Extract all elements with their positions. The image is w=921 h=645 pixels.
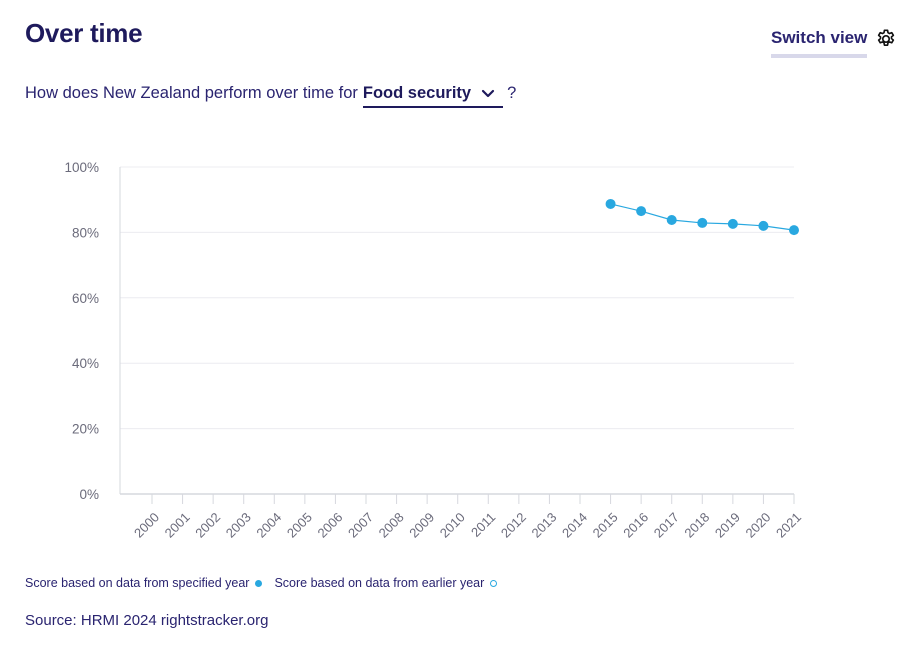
data-point[interactable]	[636, 206, 647, 217]
metric-dropdown-value: Food security	[362, 84, 472, 102]
x-tick-label: 2002	[192, 510, 223, 541]
data-point[interactable]	[605, 198, 616, 209]
question-suffix: ?	[507, 84, 517, 102]
data-point[interactable]	[789, 225, 799, 236]
x-tick-label: 2000	[131, 510, 162, 541]
data-point[interactable]	[727, 218, 738, 229]
data-point[interactable]	[697, 217, 708, 228]
data-point[interactable]	[758, 220, 769, 231]
gear-icon	[878, 29, 895, 46]
x-tick-label: 2019	[712, 510, 743, 541]
x-tick-label: 2012	[498, 510, 529, 541]
legend-marker-filled	[255, 579, 263, 587]
x-axis-ticks: 2000 2001 2002 2003 2004 2005 2006 2007 2008 2009…	[131, 494, 804, 541]
y-tick-label: 40%	[72, 356, 99, 371]
x-tick-label: 2014	[559, 510, 590, 541]
x-tick-label: 2007	[345, 510, 376, 541]
x-tick-label: 2009	[406, 510, 437, 541]
x-tick-label: 2001	[162, 510, 193, 541]
x-tick-label: 2011	[468, 510, 498, 540]
data-point[interactable]	[666, 214, 677, 225]
x-tick-label: 2016	[620, 510, 651, 541]
y-tick-label: 60%	[72, 291, 99, 306]
x-tick-label: 2021	[773, 510, 804, 541]
y-tick-label: 20%	[72, 422, 99, 437]
x-tick-label: 2018	[681, 510, 712, 541]
y-tick-label: 100%	[64, 160, 99, 175]
x-tick-label: 2003	[223, 510, 254, 541]
source-note: Source: HRMI 2024 rightstracker.org	[25, 612, 269, 629]
metric-dropdown[interactable]: Food security	[362, 84, 504, 108]
x-tick-label: 2010	[437, 510, 468, 541]
series-specified-year	[605, 198, 799, 236]
x-tick-label: 2017	[651, 510, 682, 541]
grid-lines	[120, 166, 794, 430]
x-tick-label: 2015	[590, 510, 621, 541]
y-tick-label: 80%	[72, 225, 99, 240]
x-tick-label: 2008	[376, 510, 407, 541]
x-tick-label: 2004	[253, 510, 284, 541]
legend-marker-open	[490, 579, 498, 587]
question-prefix: How does New Zealand perform over time f…	[25, 84, 358, 102]
x-tick-label: 2013	[528, 510, 559, 541]
chart-legend: Score based on data from specified year …	[25, 576, 498, 590]
question-line: How does New Zealand perform over time f…	[25, 84, 516, 108]
x-tick-label: 2020	[742, 510, 773, 541]
y-axis-ticks: 0% 20% 40% 60% 80% 100%	[64, 160, 99, 502]
section-title: Over time	[25, 18, 143, 48]
line-chart: 0%20%40%60%80%100% 2000 2001 2002 2003 2004 2…	[64, 160, 804, 541]
switch-view-button[interactable]: Switch view	[771, 28, 897, 58]
legend-label-specified-year: Score based on data from specified year	[25, 576, 250, 590]
y-tick-label: 0%	[79, 487, 99, 502]
chevron-down-icon	[481, 89, 495, 97]
x-tick-label: 2005	[284, 510, 315, 541]
legend-label-earlier-year: Score based on data from earlier year	[274, 576, 485, 590]
switch-view-label: Switch view	[771, 28, 868, 58]
x-tick-label: 2006	[314, 510, 345, 541]
